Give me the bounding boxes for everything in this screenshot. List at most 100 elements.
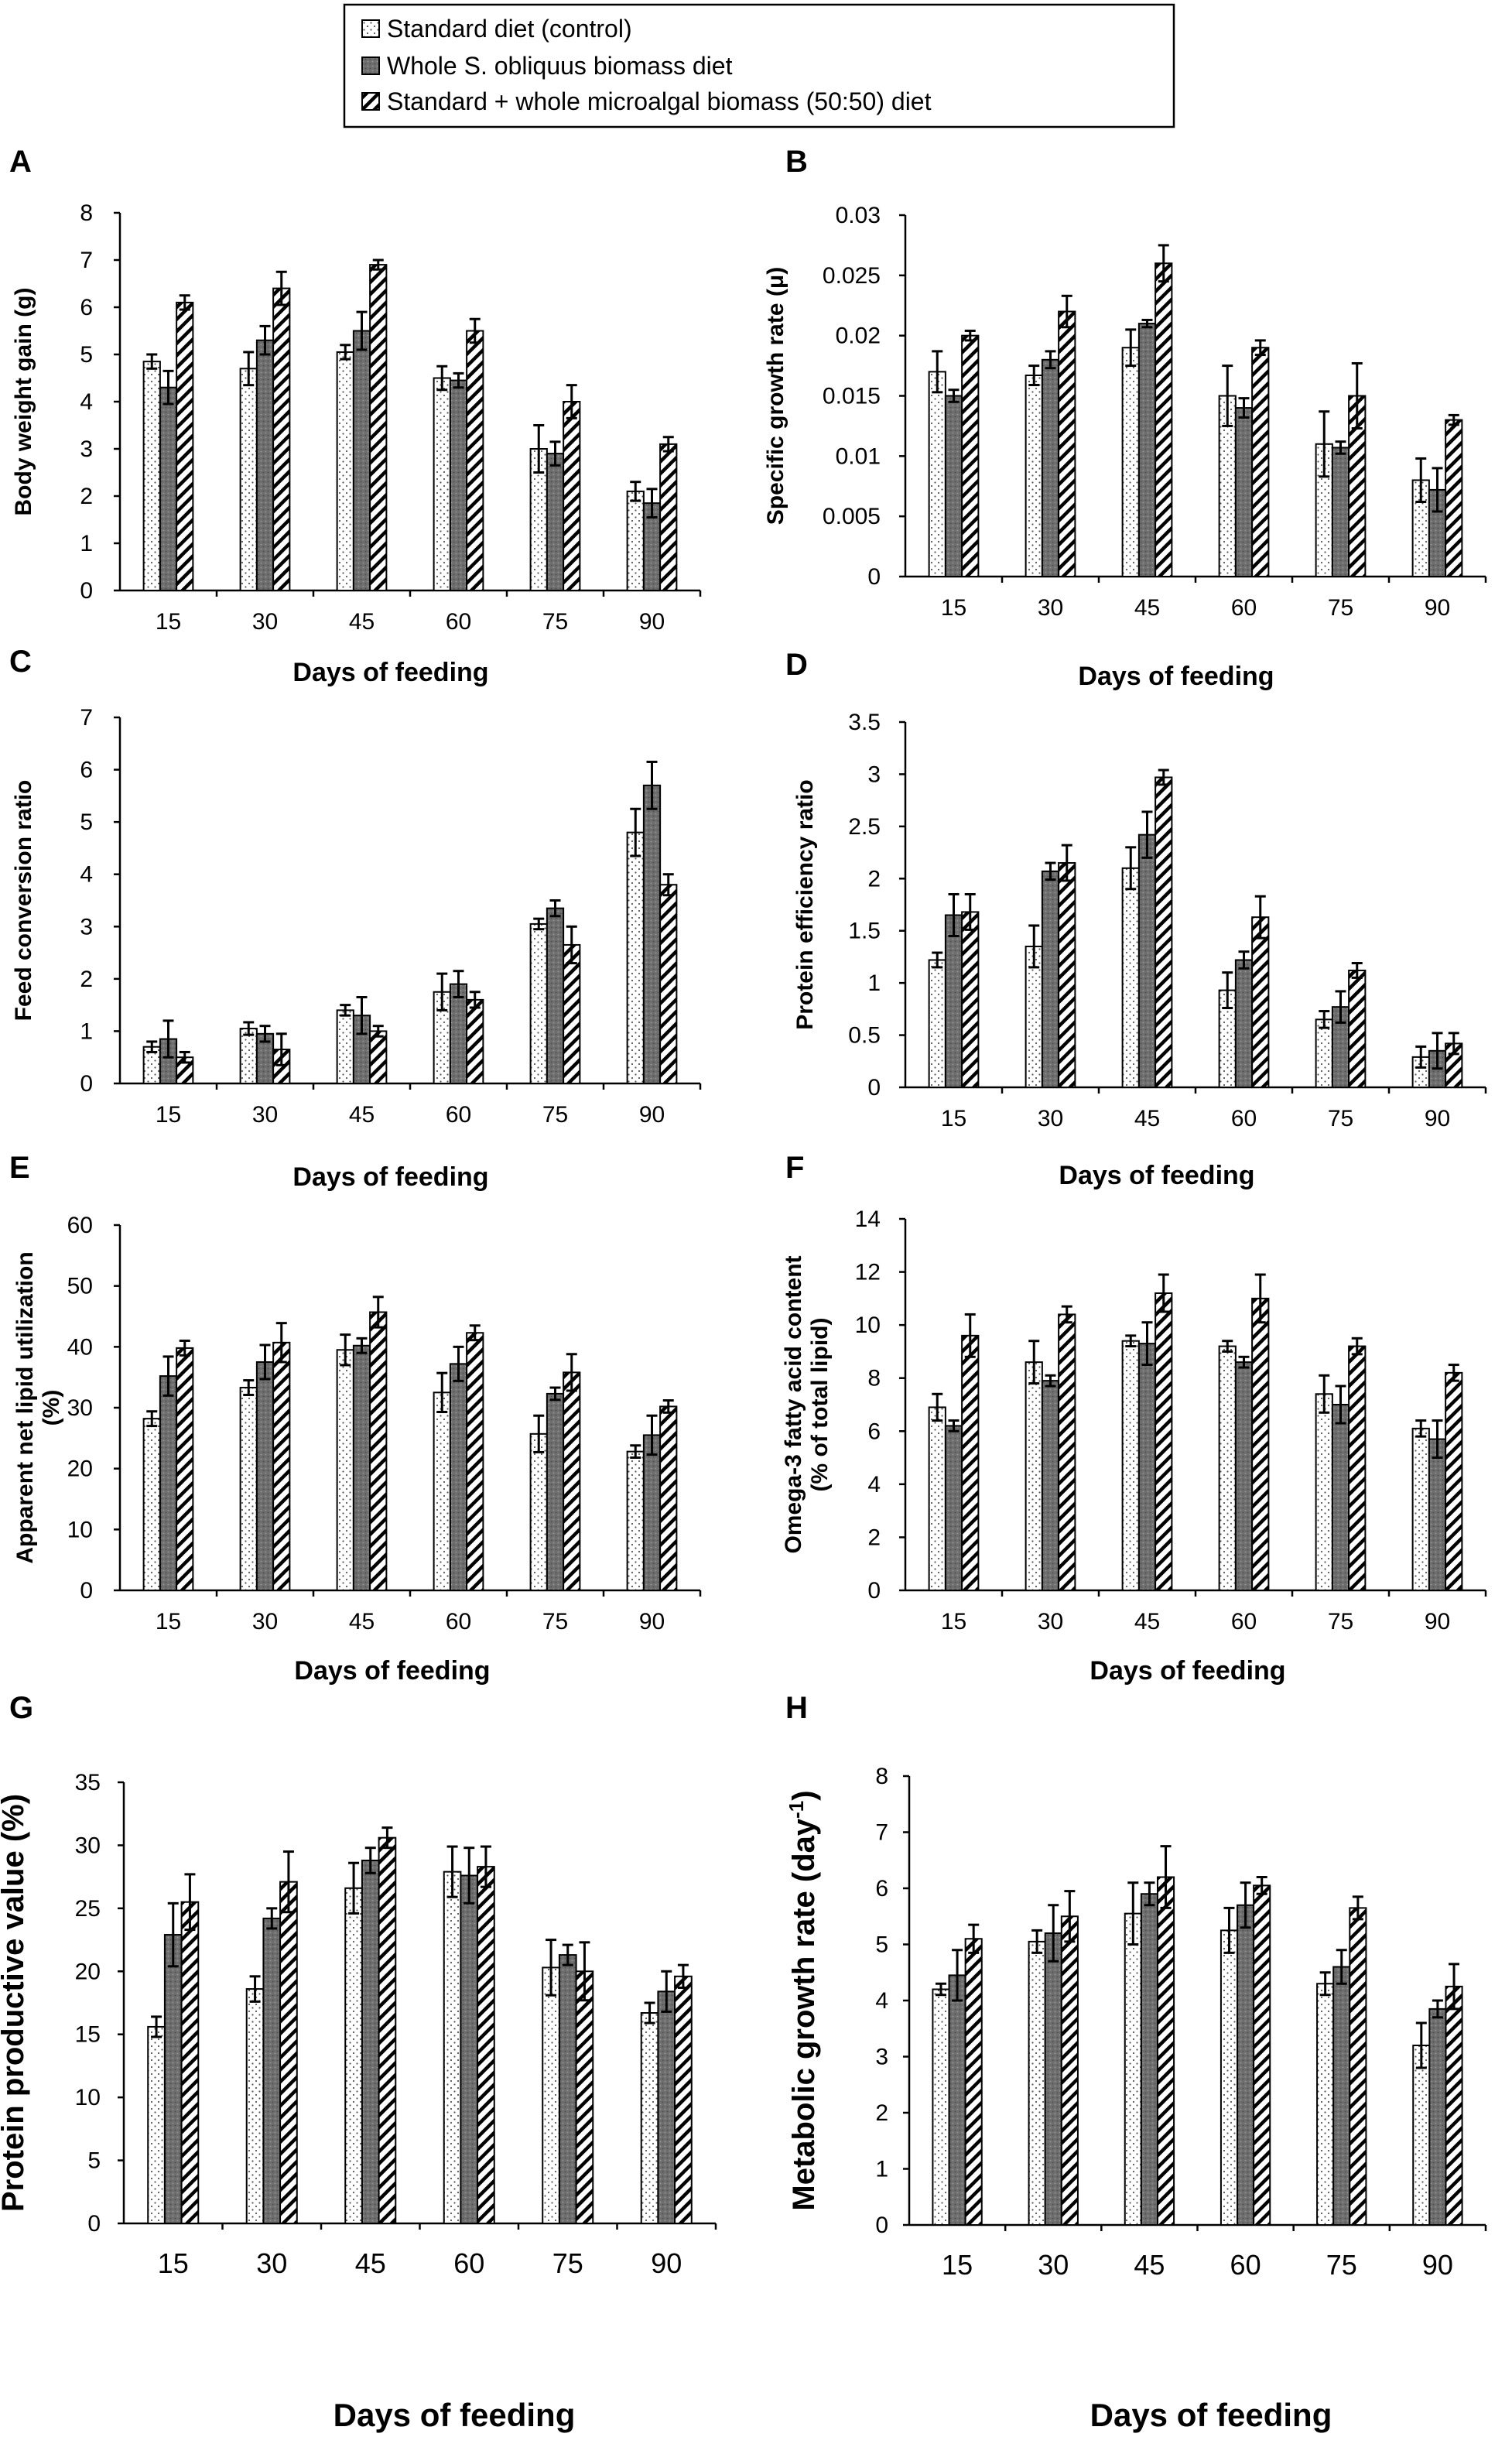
error-bar-mixed-diet-day-60: [1254, 339, 1266, 357]
bar-mixed-diet-day-45: [369, 264, 388, 591]
bar-control-day-75: [542, 1966, 560, 2224]
error-bar-control-day-60: [1223, 1906, 1235, 1954]
error-bar-control-day-15: [146, 353, 158, 370]
error-bar-whole-biomass-day-75: [1335, 990, 1346, 1024]
y-tick-label: 1: [80, 1018, 93, 1044]
chart-panel-g: G 0 5 10 15 20 25 30 35 15 30 45 60 75 90 Days of feedi…: [0, 1691, 717, 2433]
legend-label-control: Standard diet (control): [387, 15, 632, 43]
x-tick-label: 30: [252, 1609, 278, 1634]
x-tick-label: 15: [156, 1609, 181, 1634]
error-bar-whole-biomass-day-15: [167, 1901, 179, 1968]
y-tick-label: 8: [80, 200, 93, 226]
bar-control-day-90: [1412, 2045, 1431, 2226]
y-tick-label: 2: [80, 484, 93, 509]
bar-mixed-diet-day-90: [1445, 419, 1463, 578]
bar-mixed-diet-day-45: [378, 1836, 397, 2225]
error-bar-whole-biomass-day-45: [1141, 318, 1153, 329]
bar-control-day-90: [626, 490, 645, 592]
error-bar-whole-biomass-day-90: [1432, 467, 1443, 513]
error-bar-control-day-90: [1415, 1419, 1427, 1438]
error-bar-mixed-diet-day-30: [282, 1850, 294, 1914]
bar-control-day-75: [529, 922, 548, 1084]
error-bar-mixed-diet-day-15: [179, 1050, 190, 1064]
bar-mixed-diet-day-90: [659, 884, 678, 1084]
error-bar-whole-biomass-day-90: [646, 488, 658, 519]
x-tick-label: 60: [1231, 1106, 1257, 1131]
bar-control-day-75: [529, 1432, 548, 1591]
error-bar-whole-biomass-day-90: [646, 1414, 658, 1456]
bar-control-day-90: [626, 1450, 645, 1592]
x-tick-label: 90: [1425, 595, 1450, 621]
bar-control-day-45: [1121, 867, 1140, 1089]
bar-whole-biomass-day-90: [642, 1434, 662, 1592]
x-tick-label: 60: [1231, 595, 1257, 621]
y-axis-title: Metabolic growth rate (day-1): [785, 1790, 821, 2210]
panel-letter-a: A: [9, 145, 32, 179]
error-bar-mixed-diet-day-45: [381, 1826, 393, 1850]
y-tick-label: 0.015: [823, 384, 881, 409]
y-tick-label: 3: [80, 436, 93, 462]
bar-whole-biomass-day-30: [1041, 1380, 1060, 1591]
error-bar-mixed-diet-day-75: [1351, 962, 1363, 979]
bar-mixed-diet-day-45: [369, 1030, 388, 1085]
y-axis-title-line-1: Apparent net lipid utilization: [12, 1251, 38, 1563]
bar-mixed-diet-day-75: [563, 401, 581, 591]
bar-control-day-90: [1411, 1427, 1430, 1592]
bar-mixed-diet-day-30: [272, 1341, 291, 1591]
x-tick-label: 30: [1038, 2249, 1069, 2281]
bar-whole-biomass-day-45: [352, 1344, 371, 1591]
bar-mixed-diet-day-60: [477, 1866, 495, 2224]
error-bar-whole-biomass-day-30: [259, 324, 271, 356]
bar-mixed-diet-day-90: [674, 1975, 693, 2225]
error-bar-control-day-75: [1319, 410, 1330, 478]
legend-item-control: Standard diet (control): [361, 15, 632, 43]
x-tick-label: 75: [542, 1102, 568, 1128]
y-tick-label: 35: [75, 1770, 101, 1795]
y-tick-label: 0.03: [836, 203, 881, 228]
panel-letter-e: E: [9, 1151, 30, 1185]
y-axis-title: Specific growth rate (μ): [763, 267, 788, 525]
bar-mixed-diet-day-90: [659, 443, 678, 592]
y-tick-label: 50: [67, 1274, 93, 1299]
y-tick-label: 0: [87, 2211, 101, 2237]
error-bar-mixed-diet-day-15: [179, 294, 190, 311]
y-tick-label: 2: [867, 866, 881, 892]
y-tick-label: 2.5: [848, 814, 881, 840]
error-bar-control-day-90: [630, 1444, 641, 1460]
x-tick-label: 30: [1038, 595, 1063, 621]
y-tick-label: 4: [875, 1988, 888, 2014]
x-tick-label: 75: [1328, 595, 1353, 621]
x-tick-label: 60: [446, 1609, 471, 1634]
x-tick-label: 90: [639, 1102, 665, 1128]
y-tick-label: 5: [80, 342, 93, 368]
error-bar-control-day-30: [243, 351, 255, 387]
bar-whole-biomass-day-15: [944, 914, 963, 1088]
error-bar-control-day-60: [436, 1371, 448, 1414]
x-tick-label: 75: [1328, 1106, 1353, 1131]
x-tick-label: 75: [1328, 1609, 1353, 1634]
bar-mixed-diet-day-45: [1156, 1876, 1175, 2226]
y-tick-label: 3: [80, 914, 93, 940]
x-axis-title: Days of feeding: [1090, 2397, 1332, 2433]
y-tick-label: 4: [80, 862, 93, 888]
error-bar-mixed-diet-day-90: [677, 1963, 689, 1989]
x-tick-label: 45: [349, 1609, 375, 1634]
bar-control-day-45: [344, 1887, 363, 2225]
y-tick-label: 1: [80, 531, 93, 556]
bar-whole-biomass-day-15: [159, 1375, 178, 1592]
bar-whole-biomass-day-30: [255, 1361, 275, 1591]
error-bar-control-day-45: [340, 1004, 351, 1017]
error-bar-whole-biomass-day-75: [549, 899, 561, 918]
x-tick-label: 90: [1425, 1609, 1450, 1634]
y-tick-label: 0: [867, 564, 881, 590]
bar-whole-biomass-day-45: [1137, 323, 1157, 577]
y-tick-label: 1: [875, 2157, 888, 2182]
bar-whole-biomass-day-60: [449, 1363, 468, 1591]
error-bar-mixed-diet-day-30: [1061, 294, 1072, 329]
bar-control-day-75: [1315, 1018, 1333, 1089]
error-bar-whole-biomass-day-45: [356, 996, 368, 1035]
x-tick-label: 75: [542, 609, 568, 635]
y-tick-label: 2: [80, 967, 93, 992]
error-bar-mixed-diet-day-90: [1448, 1032, 1459, 1056]
error-bar-control-day-60: [1222, 365, 1233, 427]
